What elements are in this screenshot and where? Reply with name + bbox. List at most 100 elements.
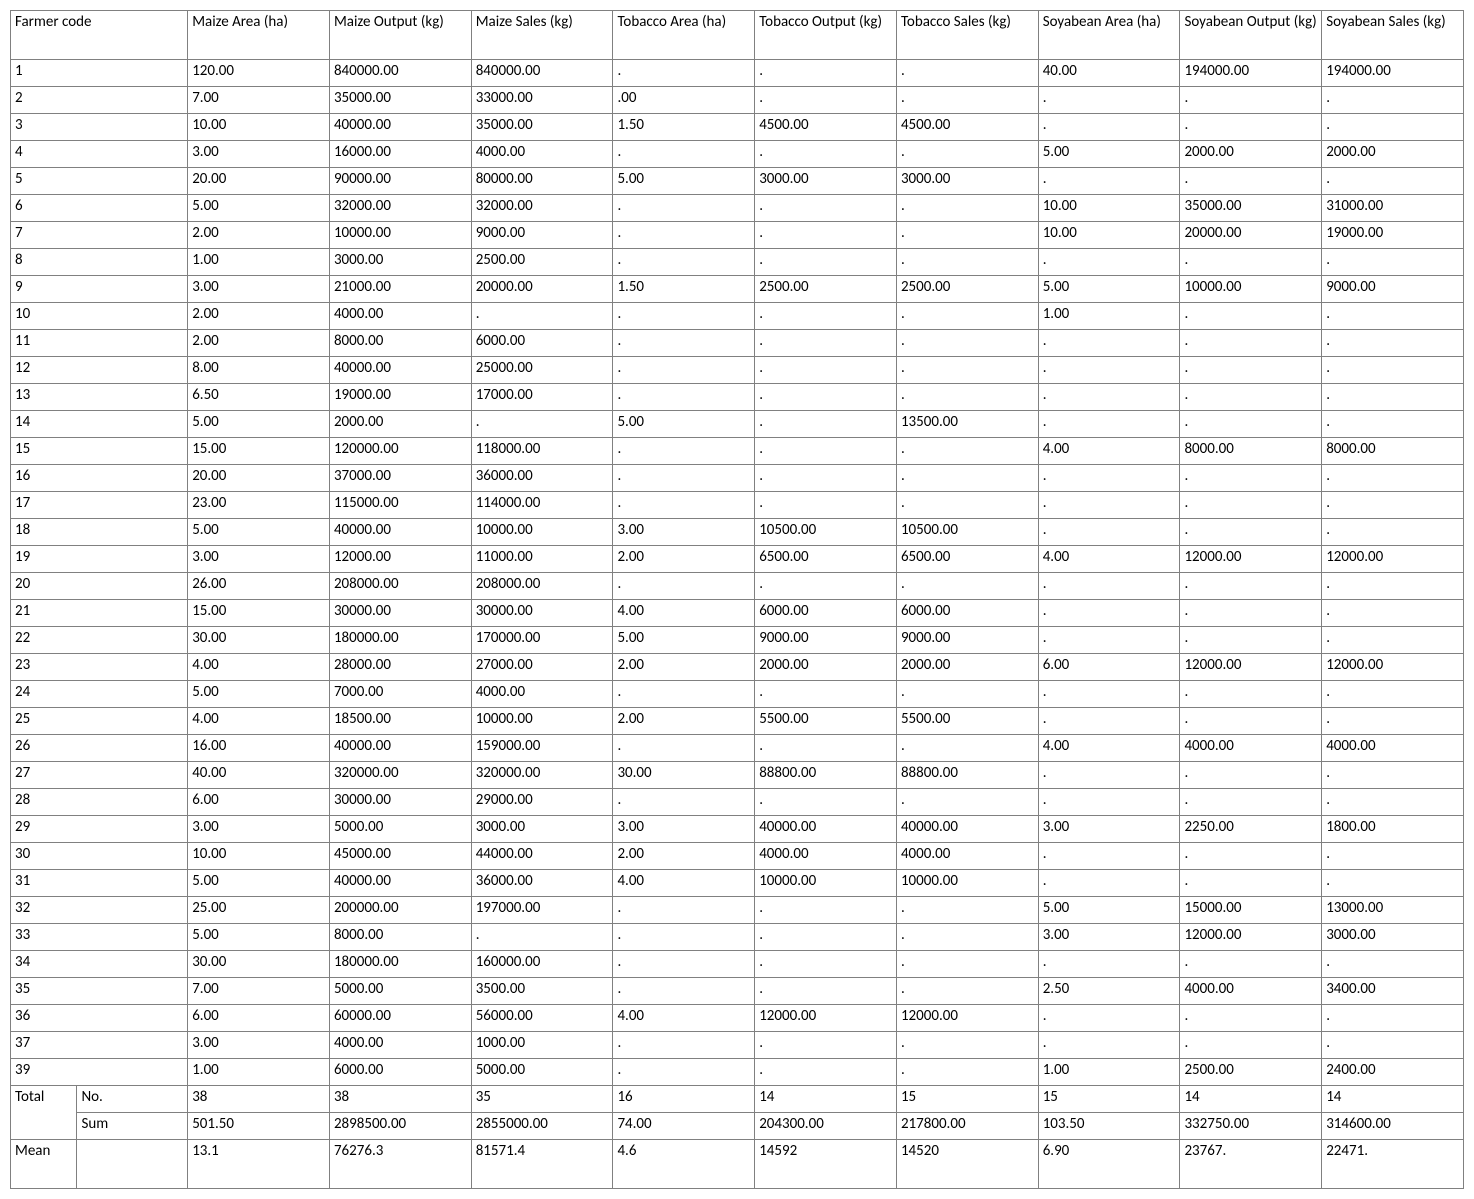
cell: 1.00 xyxy=(188,249,330,276)
cell: . xyxy=(1038,465,1180,492)
cell: . xyxy=(755,357,897,384)
cell: 12000.00 xyxy=(1322,546,1464,573)
cell: 10000.00 xyxy=(896,870,1038,897)
cell: 501.50 xyxy=(188,1113,330,1140)
cell: . xyxy=(1180,519,1322,546)
cell: 7000.00 xyxy=(329,681,471,708)
cell: . xyxy=(1180,87,1322,114)
cell: . xyxy=(1038,627,1180,654)
cell: . xyxy=(1180,627,1322,654)
cell: 80000.00 xyxy=(471,168,613,195)
cell: 2400.00 xyxy=(1322,1059,1464,1086)
table-row: 128.0040000.0025000.00...... xyxy=(11,357,1464,384)
cell: . xyxy=(1038,870,1180,897)
cell: 5.00 xyxy=(613,627,755,654)
mean-label: Mean xyxy=(11,1140,77,1189)
cell: 10500.00 xyxy=(755,519,897,546)
cell: 3.00 xyxy=(188,546,330,573)
cell: 13000.00 xyxy=(1322,897,1464,924)
cell: . xyxy=(613,951,755,978)
cell-farmer-code: 20 xyxy=(11,573,188,600)
cell: 2500.00 xyxy=(896,276,1038,303)
cell: . xyxy=(896,60,1038,87)
cell: . xyxy=(896,897,1038,924)
cell: 4500.00 xyxy=(755,114,897,141)
cell: . xyxy=(896,465,1038,492)
col-tobacco-output: Tobacco Output (kg) xyxy=(755,11,897,60)
cell: . xyxy=(1180,1005,1322,1032)
cell: 6.00 xyxy=(1038,654,1180,681)
cell: 4000.00 xyxy=(1322,735,1464,762)
cell: . xyxy=(1322,600,1464,627)
cell: . xyxy=(613,492,755,519)
cell: . xyxy=(755,195,897,222)
cell: 9000.00 xyxy=(896,627,1038,654)
cell-farmer-code: 28 xyxy=(11,789,188,816)
col-soyabean-output: Soyabean Output (kg) xyxy=(1180,11,1322,60)
cell: . xyxy=(1180,681,1322,708)
table-row: 310.0040000.0035000.001.504500.004500.00… xyxy=(11,114,1464,141)
cell: . xyxy=(1038,951,1180,978)
cell: . xyxy=(613,735,755,762)
cell: 3.00 xyxy=(188,1032,330,1059)
cell: . xyxy=(1180,951,1322,978)
cell: 115000.00 xyxy=(329,492,471,519)
cell: . xyxy=(613,924,755,951)
table-row: 145.002000.00.5.00.13500.00... xyxy=(11,411,1464,438)
cell: 5.00 xyxy=(188,870,330,897)
cell: . xyxy=(1180,330,1322,357)
table-row: 373.004000.001000.00...... xyxy=(11,1032,1464,1059)
cell: 13.1 xyxy=(188,1140,330,1189)
cell: . xyxy=(613,60,755,87)
cell: 4.00 xyxy=(1038,546,1180,573)
table-row: 3430.00180000.00160000.00...... xyxy=(11,951,1464,978)
cell-farmer-code: 19 xyxy=(11,546,188,573)
cell: 3.00 xyxy=(1038,924,1180,951)
cell: . xyxy=(896,141,1038,168)
cell: 30.00 xyxy=(613,762,755,789)
cell: 1.00 xyxy=(188,1059,330,1086)
cell: .00 xyxy=(613,87,755,114)
cell: . xyxy=(755,789,897,816)
cell: . xyxy=(1038,789,1180,816)
cell: 12000.00 xyxy=(1180,924,1322,951)
cell-farmer-code: 17 xyxy=(11,492,188,519)
cell: 3000.00 xyxy=(471,816,613,843)
cell: . xyxy=(755,924,897,951)
cell-farmer-code: 26 xyxy=(11,735,188,762)
cell: . xyxy=(755,384,897,411)
cell: 197000.00 xyxy=(471,897,613,924)
cell: . xyxy=(613,573,755,600)
cell: . xyxy=(1322,708,1464,735)
cell: . xyxy=(755,438,897,465)
cell: . xyxy=(471,411,613,438)
cell: 3.00 xyxy=(1038,816,1180,843)
cell: 7.00 xyxy=(188,978,330,1005)
cell: 5500.00 xyxy=(896,708,1038,735)
cell: 20.00 xyxy=(188,168,330,195)
cell-farmer-code: 3 xyxy=(11,114,188,141)
cell: . xyxy=(896,1032,1038,1059)
mean-blank xyxy=(77,1140,188,1189)
table-row: 3010.0045000.0044000.002.004000.004000.0… xyxy=(11,843,1464,870)
cell: 40000.00 xyxy=(329,357,471,384)
col-soyabean-area: Soyabean Area (ha) xyxy=(1038,11,1180,60)
table-row: 72.0010000.009000.00...10.0020000.001900… xyxy=(11,222,1464,249)
cell: 8000.00 xyxy=(1322,438,1464,465)
cell: 6.00 xyxy=(188,789,330,816)
cell: . xyxy=(1180,1032,1322,1059)
cell-farmer-code: 1 xyxy=(11,60,188,87)
cell: 2000.00 xyxy=(329,411,471,438)
cell-farmer-code: 16 xyxy=(11,465,188,492)
cell: . xyxy=(613,897,755,924)
cell: 6500.00 xyxy=(896,546,1038,573)
cell: 3000.00 xyxy=(755,168,897,195)
cell: 12000.00 xyxy=(896,1005,1038,1032)
cell-farmer-code: 24 xyxy=(11,681,188,708)
cell: . xyxy=(896,492,1038,519)
cell: 5.00 xyxy=(188,681,330,708)
cell: . xyxy=(1322,951,1464,978)
cell: 16000.00 xyxy=(329,141,471,168)
cell: . xyxy=(755,1059,897,1086)
cell: . xyxy=(1322,1005,1464,1032)
